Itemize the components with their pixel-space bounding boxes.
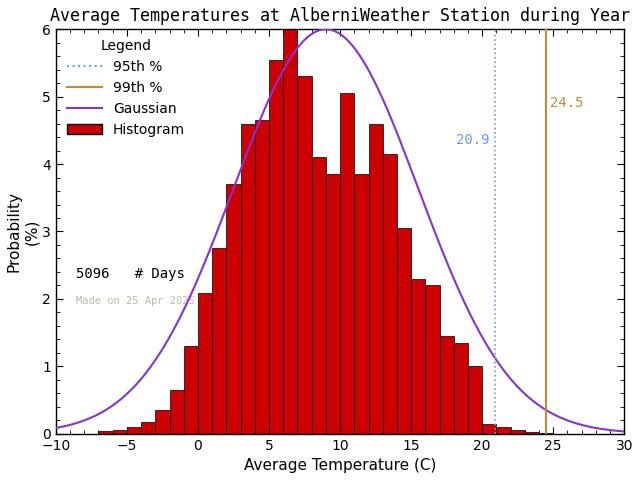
Bar (397, 228, 411, 433)
Bar (482, 423, 497, 433)
Bar (99, 431, 113, 433)
Bar (411, 278, 426, 433)
Bar (525, 432, 539, 433)
Bar (426, 286, 440, 433)
Bar (127, 427, 141, 433)
Bar (468, 366, 482, 433)
Bar (298, 76, 312, 433)
Bar (113, 430, 127, 433)
Legend: 95th %, 99th %, Gaussian, Histogram: 95th %, 99th %, Gaussian, Histogram (61, 33, 191, 142)
Bar (440, 336, 454, 433)
Bar (312, 157, 326, 433)
Bar (227, 184, 241, 433)
Bar (241, 124, 255, 433)
Bar (369, 124, 383, 433)
Y-axis label: Probability
(%): Probability (%) (7, 191, 39, 272)
Bar (255, 120, 269, 433)
Title: Average Temperatures at AlberniWeather Station during Year: Average Temperatures at AlberniWeather S… (50, 7, 630, 25)
X-axis label: Average Temperature (C): Average Temperature (C) (244, 458, 436, 473)
Bar (269, 60, 284, 433)
Bar (141, 421, 156, 433)
Text: 5096   # Days: 5096 # Days (76, 267, 184, 281)
Bar (511, 430, 525, 433)
Bar (326, 174, 340, 433)
Bar (284, 29, 298, 433)
Bar (156, 410, 170, 433)
Bar (184, 346, 198, 433)
Bar (198, 293, 212, 433)
Text: Made on 25 Apr 2025: Made on 25 Apr 2025 (76, 296, 195, 306)
Bar (383, 154, 397, 433)
Bar (355, 174, 369, 433)
Bar (170, 390, 184, 433)
Bar (340, 93, 355, 433)
Bar (212, 248, 227, 433)
Text: 24.5: 24.5 (550, 96, 584, 110)
Bar (497, 427, 511, 433)
Text: 20.9: 20.9 (456, 133, 490, 147)
Bar (454, 343, 468, 433)
